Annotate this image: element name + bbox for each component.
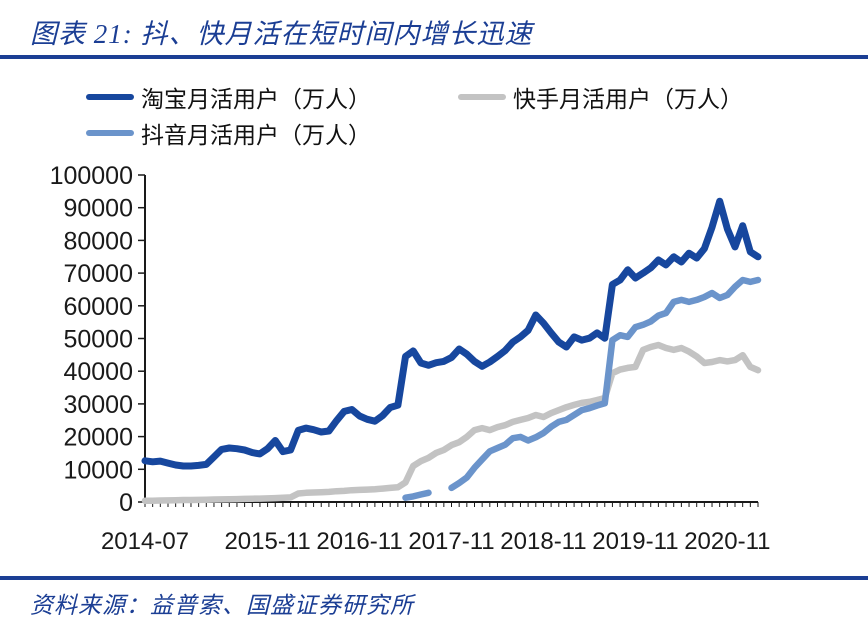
title-divider bbox=[0, 55, 868, 59]
y-axis-tick-label: 20000 bbox=[63, 424, 133, 452]
y-axis-tick-label: 70000 bbox=[63, 260, 133, 288]
legend-label: 快手月活用户（万人） bbox=[513, 87, 743, 112]
legend-item-douyin: 抖音月活用户（万人） bbox=[86, 116, 458, 150]
y-axis-tick-label: 30000 bbox=[63, 391, 133, 419]
legend-swatch-douyin bbox=[86, 130, 134, 136]
legend-label: 抖音月活用户（万人） bbox=[141, 123, 371, 148]
legend-swatch-kuaishou bbox=[458, 94, 506, 100]
chart-legend: 淘宝月活用户（万人） 快手月活用户（万人） 抖音月活用户（万人） bbox=[86, 80, 743, 150]
x-axis-tick-label: 2015-11 bbox=[224, 528, 310, 555]
footer-divider bbox=[0, 576, 868, 580]
y-axis-tick-label: 10000 bbox=[63, 456, 133, 484]
y-axis-tick-label: 60000 bbox=[63, 293, 133, 321]
y-axis-tick-label: 50000 bbox=[63, 326, 133, 354]
x-axis-tick-label: 2020-11 bbox=[684, 528, 770, 555]
y-axis-tick-label: 100000 bbox=[50, 162, 133, 190]
legend-label: 淘宝月活用户（万人） bbox=[141, 87, 371, 112]
source-note: 资料来源：益普索、国盛证券研究所 bbox=[30, 593, 414, 618]
y-axis-tick-label: 40000 bbox=[63, 358, 133, 386]
x-axis-tick-label: 2018-11 bbox=[500, 528, 586, 555]
x-axis-tick-label: 2019-11 bbox=[592, 528, 678, 555]
axis-lines bbox=[144, 175, 758, 503]
douyin-mau-line bbox=[402, 276, 762, 501]
kuaishou-mau-line bbox=[141, 341, 762, 504]
x-axis-tick-label: 2017-11 bbox=[408, 528, 494, 555]
y-axis-tick-label: 80000 bbox=[63, 227, 133, 255]
x-axis-tick-label: 2016-11 bbox=[316, 528, 402, 555]
y-axis-tick-label: 0 bbox=[119, 489, 133, 517]
legend-swatch-taobao bbox=[86, 94, 134, 100]
y-axis-tick-label: 90000 bbox=[63, 195, 133, 223]
legend-item-taobao: 淘宝月活用户（万人） bbox=[86, 80, 458, 114]
x-axis-tick-label: 2014-07 bbox=[101, 528, 189, 555]
figure-title: 图表 21: 抖、快月活在短时间内增长迅速 bbox=[30, 19, 533, 49]
legend-item-kuaishou: 快手月活用户（万人） bbox=[458, 80, 743, 114]
taobao-mau-line bbox=[141, 197, 762, 470]
